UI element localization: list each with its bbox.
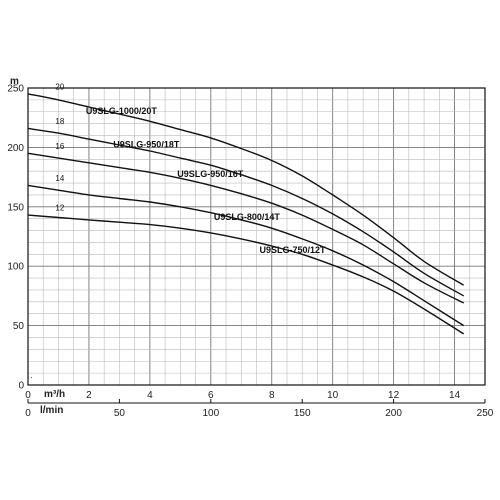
x2-tick-label: 50 bbox=[114, 408, 126, 419]
y-tick-label: 0 bbox=[18, 381, 24, 392]
y-axis-unit: m bbox=[10, 76, 19, 87]
series-line bbox=[27, 214, 465, 335]
series-name-label: U9SLG-950/16T bbox=[177, 169, 244, 179]
series-line bbox=[27, 127, 465, 297]
x2-tick-label: 150 bbox=[294, 408, 311, 419]
origin-marker: · bbox=[30, 373, 33, 382]
stage-label: 20 bbox=[55, 83, 64, 92]
plot-frame bbox=[27, 87, 486, 386]
stage-label: 18 bbox=[55, 117, 64, 126]
x2-tick-label: 250 bbox=[477, 408, 494, 419]
y-tick-label: 250 bbox=[7, 84, 24, 95]
stage-label: 14 bbox=[55, 174, 64, 183]
labels: 20 U9SLG-1000/20T 18 U9SLG-950/18T 16 U9SLG-9… bbox=[55, 83, 326, 256]
axes bbox=[27, 87, 486, 404]
grid bbox=[28, 88, 485, 385]
x-tick-label: 4 bbox=[147, 390, 153, 401]
y-tick-label: 100 bbox=[7, 262, 24, 273]
x2-tick-label: 0 bbox=[25, 408, 31, 419]
series-name-label: U9SLG-750/12T bbox=[260, 245, 327, 255]
x2-axis-unit: l/min bbox=[40, 405, 63, 416]
ticks: 0 50 100 150 200 250 0 2 4 6 8 10 12 14 0 50 100 150 200 25… bbox=[7, 84, 493, 420]
x-tick-label: 6 bbox=[208, 390, 214, 401]
y-tick-label: 150 bbox=[7, 202, 24, 213]
x2-tick-label: 100 bbox=[202, 408, 219, 419]
x2-tick-label: 200 bbox=[385, 408, 402, 419]
x-tick-label: 12 bbox=[388, 390, 400, 401]
series-line bbox=[27, 93, 465, 286]
stage-label: 12 bbox=[55, 204, 64, 213]
series-name-label: U9SLG-800/14T bbox=[214, 212, 281, 222]
stage-label: 16 bbox=[55, 142, 64, 151]
x-tick-label: 8 bbox=[269, 390, 275, 401]
series-name-label: U9SLG-950/18T bbox=[113, 139, 180, 149]
x-tick-label: 10 bbox=[327, 390, 339, 401]
x-axis-unit: m³/h bbox=[44, 389, 65, 400]
series-name-label: U9SLG-1000/20T bbox=[86, 106, 158, 116]
x-tick-label: 0 bbox=[25, 390, 31, 401]
y-tick-label: 200 bbox=[7, 143, 24, 154]
series-line bbox=[27, 184, 465, 327]
x-tick-label: 2 bbox=[86, 390, 92, 401]
y-tick-label: 50 bbox=[13, 321, 25, 332]
curves bbox=[27, 93, 465, 335]
series-line bbox=[27, 152, 465, 304]
x-tick-label: 14 bbox=[449, 390, 461, 401]
